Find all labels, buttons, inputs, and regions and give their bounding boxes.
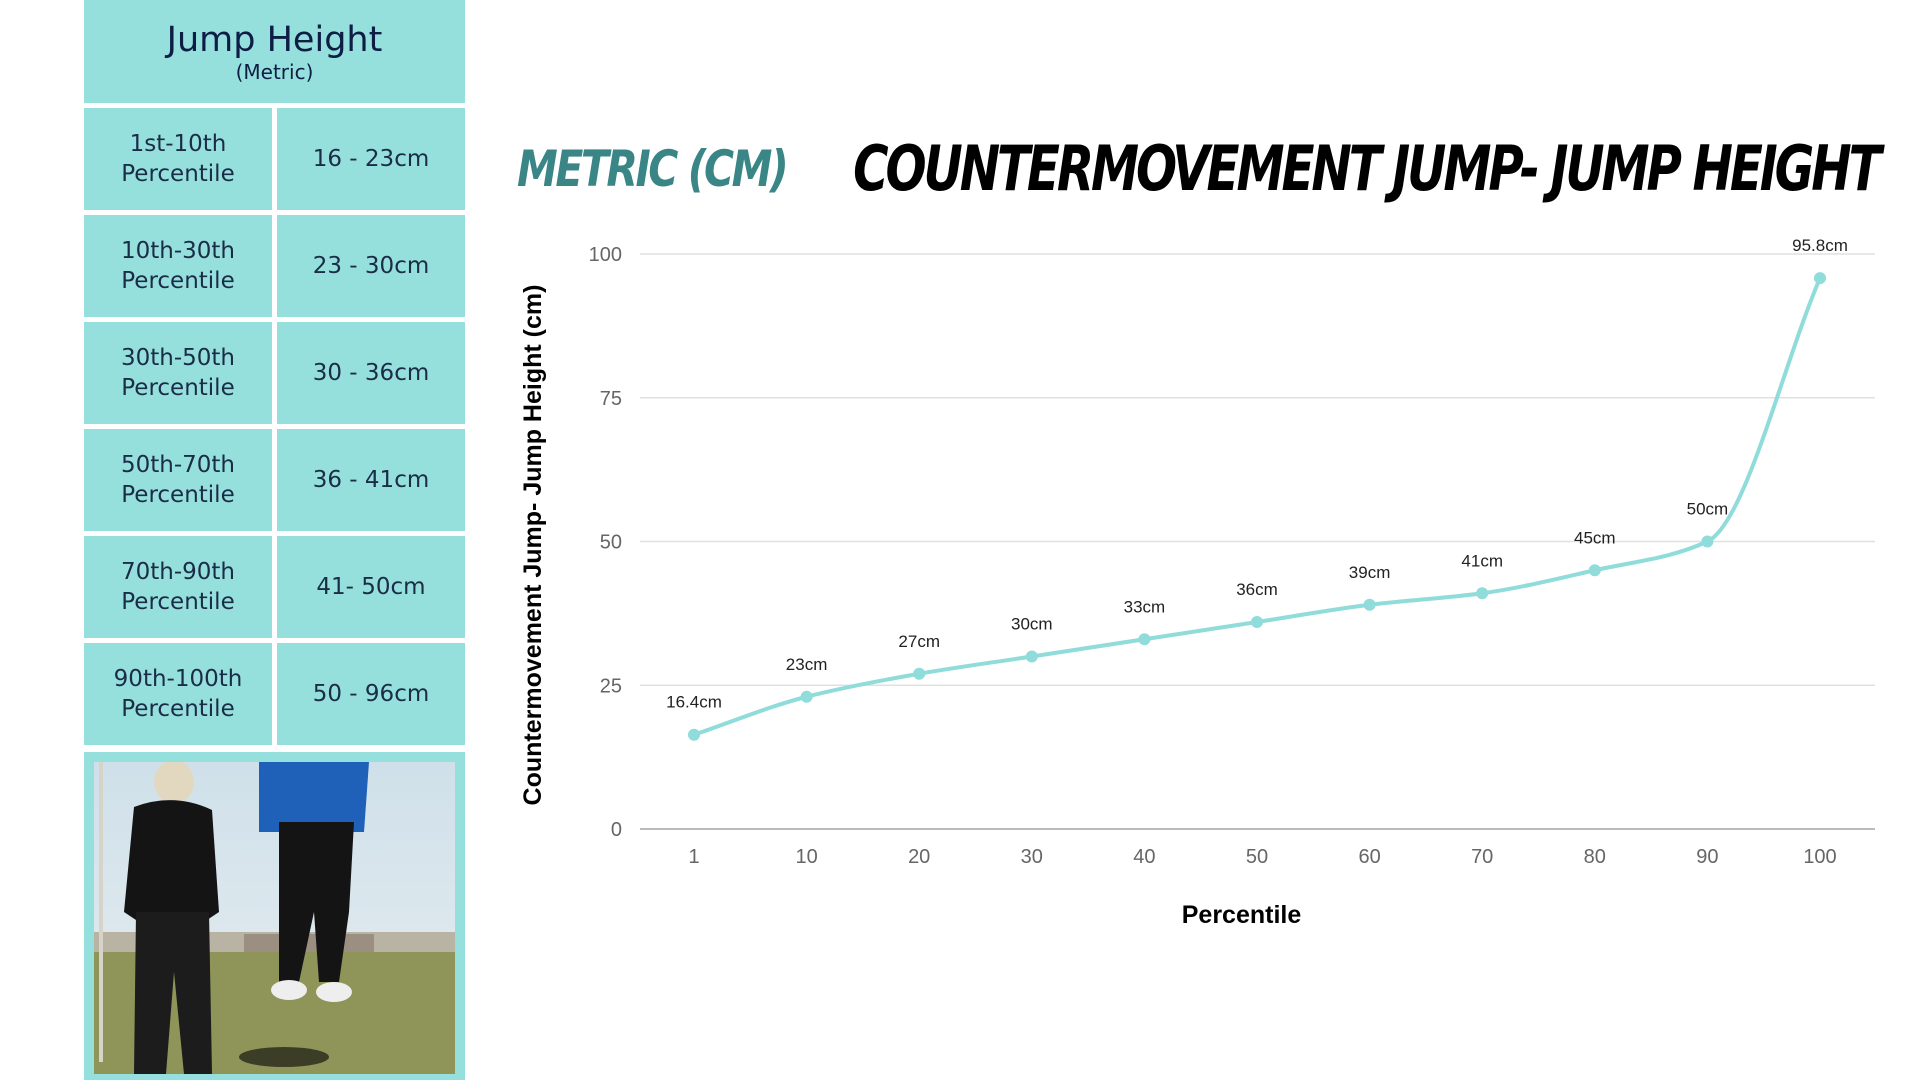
jump-height-range-cell: 23 - 30cm <box>277 215 465 317</box>
y-tick-label: 25 <box>600 675 622 697</box>
x-tick-label: 60 <box>1358 846 1380 868</box>
percentile-label-cell: 30th-50th Percentile <box>84 322 272 424</box>
x-tick-label: 1 <box>688 846 699 868</box>
data-point <box>1588 564 1601 577</box>
percentile-word-label: Percentile <box>121 696 235 722</box>
y-tick-label: 50 <box>600 532 622 554</box>
x-tick-label: 30 <box>1021 846 1043 868</box>
percentile-label-cell: 90th-100th Percentile <box>84 643 272 745</box>
percentile-range-label: 50th-70th <box>120 452 236 478</box>
data-labels: 16.4cm 23cm 27cm 30cm 33cm 36cm 39cm 41cm 45cm 50… <box>666 236 1848 712</box>
x-axis-label: Percentile <box>1182 901 1302 929</box>
percentile-label-cell: 50th-70th Percentile <box>84 429 272 531</box>
table-header: Jump Height (Metric) <box>84 0 465 103</box>
x-axis-ticks: 1 10 20 30 40 50 60 70 80 90 100 <box>688 846 1836 868</box>
percentile-range-label: 10th-30th <box>120 238 236 264</box>
y-tick-label: 100 <box>589 244 622 266</box>
data-label: 95.8cm <box>1792 236 1848 255</box>
metric-heading: METRIC (CM) <box>517 140 789 198</box>
percentile-range-label: 30th-50th <box>120 345 236 371</box>
jump-height-range-cell: 41- 50cm <box>277 536 465 638</box>
jump-height-range-cell: 50 - 96cm <box>277 643 465 745</box>
percentile-word-label: Percentile <box>121 161 235 187</box>
percentile-word-label: Percentile <box>121 268 235 294</box>
percentile-label-cell: 1st-10th Percentile <box>84 108 272 210</box>
y-tick-label: 0 <box>611 819 622 841</box>
data-label: 36cm <box>1236 580 1278 599</box>
percentile-word-label: Percentile <box>121 482 235 508</box>
data-point <box>1138 633 1151 646</box>
percentile-label-cell: 10th-30th Percentile <box>84 215 272 317</box>
jump-height-range-value: 30 - 36cm <box>312 360 430 386</box>
data-point <box>1814 272 1826 285</box>
x-tick-label: 70 <box>1471 846 1493 868</box>
x-tick-label: 10 <box>795 846 817 868</box>
percentile-range-label: 70th-90th <box>120 559 236 585</box>
data-label: 45cm <box>1574 528 1616 547</box>
data-point <box>1363 598 1376 611</box>
jump-height-range-value: 41- 50cm <box>316 574 426 600</box>
y-tick-label: 75 <box>600 388 622 410</box>
jump-height-range-value: 36 - 41cm <box>312 467 430 493</box>
gridlines <box>640 253 1875 830</box>
data-point <box>1701 535 1714 548</box>
percentile-range-label: 90th-100th <box>113 666 243 692</box>
jump-height-range-cell: 30 - 36cm <box>277 322 465 424</box>
data-label: 50cm <box>1687 500 1729 519</box>
data-points <box>688 272 1826 741</box>
data-label: 23cm <box>786 655 828 674</box>
data-point <box>1251 616 1263 628</box>
data-point <box>913 667 926 680</box>
x-tick-label: 40 <box>1133 846 1155 868</box>
jump-height-range-value: 50 - 96cm <box>312 681 430 707</box>
jump-photo-image <box>94 762 455 1074</box>
data-label: 41cm <box>1461 551 1503 570</box>
jump-height-range-value: 23 - 30cm <box>312 253 430 279</box>
data-label: 30cm <box>1011 615 1053 634</box>
x-tick-label: 50 <box>1246 846 1268 868</box>
x-tick-label: 100 <box>1803 846 1836 868</box>
x-tick-label: 20 <box>908 846 930 868</box>
percentile-word-label: Percentile <box>121 589 235 615</box>
data-label: 16.4cm <box>666 693 722 712</box>
x-tick-label: 90 <box>1696 846 1718 868</box>
data-point <box>1476 587 1489 600</box>
percentile-word-label: Percentile <box>121 375 235 401</box>
percentile-range-label: 1st-10th <box>129 131 227 157</box>
jump-height-range-cell: 36 - 41cm <box>277 429 465 531</box>
chart-title: COUNTERMOVEMENT JUMP- JUMP HEIGHT <box>852 132 1881 205</box>
percentile-label-cell: 70th-90th Percentile <box>84 536 272 638</box>
y-axis-label: Countermovement Jump- Jump Height (cm) <box>519 285 547 806</box>
percentile-table: Jump Height (Metric) 1st-10th Percentile 1… <box>84 0 465 1080</box>
series-line <box>693 277 1822 737</box>
y-axis-ticks: 0 25 50 75 100 <box>589 244 622 841</box>
data-label: 27cm <box>898 632 940 651</box>
data-label: 39cm <box>1349 563 1391 582</box>
x-tick-label: 80 <box>1584 846 1606 868</box>
data-label: 33cm <box>1124 597 1166 616</box>
data-point <box>1025 650 1038 663</box>
table-subtitle: (Metric) <box>235 59 314 84</box>
jump-height-range-cell: 16 - 23cm <box>277 108 465 210</box>
data-point <box>800 690 813 703</box>
table-title: Jump Height <box>166 19 383 60</box>
athlete-photo <box>84 752 465 1080</box>
data-point <box>688 728 700 741</box>
jump-height-range-value: 16 - 23cm <box>312 146 430 172</box>
